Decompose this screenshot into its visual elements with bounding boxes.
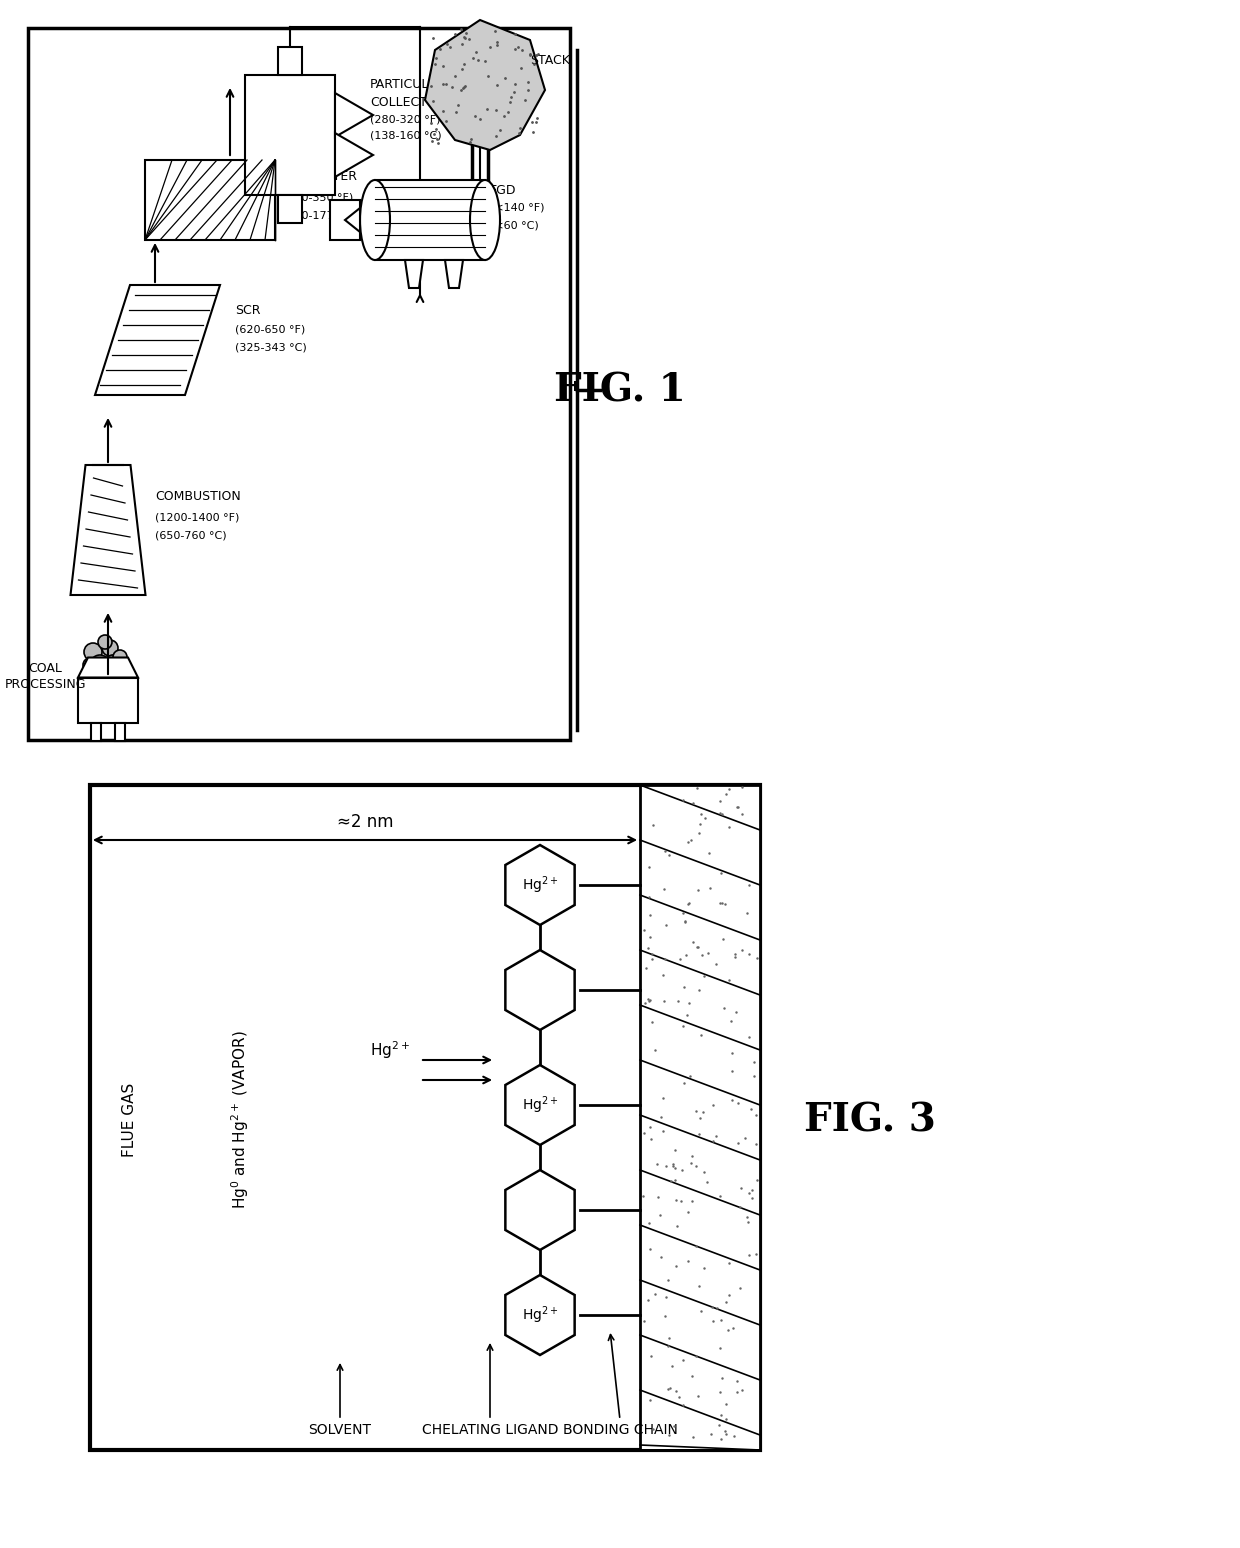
Polygon shape <box>78 658 138 678</box>
Circle shape <box>83 658 97 672</box>
Ellipse shape <box>470 180 500 260</box>
Circle shape <box>104 655 122 673</box>
Bar <box>91 785 760 1450</box>
Text: COLLECTORS: COLLECTORS <box>370 96 454 108</box>
Circle shape <box>113 650 126 664</box>
Polygon shape <box>405 260 423 288</box>
Text: SOLVENT: SOLVENT <box>309 1423 372 1437</box>
Text: (280-320 °F): (280-320 °F) <box>370 115 440 124</box>
Text: (325-343 °C): (325-343 °C) <box>236 344 306 353</box>
Text: FLUE GAS: FLUE GAS <box>123 1084 138 1156</box>
Bar <box>330 200 360 240</box>
Text: (<140 °F): (<140 °F) <box>490 203 544 214</box>
Text: STACK: STACK <box>529 54 570 67</box>
Bar <box>29 28 570 740</box>
Text: Hg$^{2+}$: Hg$^{2+}$ <box>522 875 558 896</box>
Text: BONDING CHAIN: BONDING CHAIN <box>563 1423 677 1437</box>
Bar <box>278 46 303 74</box>
Bar <box>145 159 275 240</box>
Text: Hg$^0$ and Hg$^{2+}$ (VAPOR): Hg$^0$ and Hg$^{2+}$ (VAPOR) <box>229 1031 250 1209</box>
Polygon shape <box>425 20 546 150</box>
Text: (120-177 °C): (120-177 °C) <box>283 211 355 220</box>
Polygon shape <box>71 464 145 594</box>
Text: Hg$^{2+}$: Hg$^{2+}$ <box>370 1039 410 1060</box>
Text: COAL: COAL <box>29 661 62 675</box>
Text: CHELATING LIGAND: CHELATING LIGAND <box>422 1423 558 1437</box>
Text: Hg$^{2+}$: Hg$^{2+}$ <box>522 1305 558 1325</box>
Text: PARTICULATE: PARTICULATE <box>370 79 453 91</box>
Text: (620-650 °F): (620-650 °F) <box>236 325 305 334</box>
Polygon shape <box>506 1276 574 1354</box>
Bar <box>78 678 138 723</box>
Text: COMBUSTION: COMBUSTION <box>155 491 241 503</box>
Text: (1200-1400 °F): (1200-1400 °F) <box>155 512 239 522</box>
Text: (250-350 °F): (250-350 °F) <box>283 192 353 201</box>
Polygon shape <box>335 93 373 138</box>
Circle shape <box>98 635 112 649</box>
Text: ≈2 nm: ≈2 nm <box>337 813 393 831</box>
Polygon shape <box>506 845 574 926</box>
Text: (<60 °C): (<60 °C) <box>490 221 538 231</box>
Polygon shape <box>95 285 219 395</box>
Bar <box>115 723 125 740</box>
Text: (138-160 °C): (138-160 °C) <box>370 130 441 139</box>
Polygon shape <box>506 1170 574 1249</box>
Polygon shape <box>445 260 463 288</box>
Circle shape <box>91 655 110 675</box>
Bar <box>246 74 335 195</box>
Text: FGD: FGD <box>490 184 517 197</box>
Ellipse shape <box>360 180 391 260</box>
Text: FIG. 1: FIG. 1 <box>554 372 686 409</box>
Circle shape <box>84 642 102 661</box>
Bar <box>91 723 100 740</box>
Bar <box>374 180 485 260</box>
Text: Hg$^{2+}$: Hg$^{2+}$ <box>522 1094 558 1116</box>
Bar <box>640 785 760 1450</box>
Text: SCR: SCR <box>236 303 260 316</box>
Polygon shape <box>506 1065 574 1146</box>
Text: PROCESSING: PROCESSING <box>4 678 86 692</box>
Bar <box>278 195 303 223</box>
Text: AIR HEATER: AIR HEATER <box>283 170 357 184</box>
Circle shape <box>102 639 118 656</box>
Polygon shape <box>335 133 373 176</box>
Text: FIG. 3: FIG. 3 <box>804 1101 936 1139</box>
Polygon shape <box>345 207 360 232</box>
Polygon shape <box>506 950 574 1029</box>
Text: (650-760 °C): (650-760 °C) <box>155 529 227 540</box>
